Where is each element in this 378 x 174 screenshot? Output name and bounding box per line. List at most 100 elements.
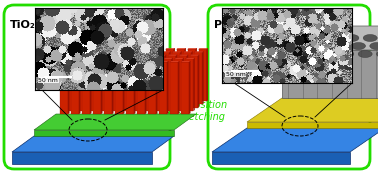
Polygon shape xyxy=(88,55,89,108)
FancyBboxPatch shape xyxy=(4,5,170,169)
Polygon shape xyxy=(60,62,68,114)
Polygon shape xyxy=(130,58,140,59)
Polygon shape xyxy=(135,56,143,108)
Polygon shape xyxy=(82,61,91,62)
Polygon shape xyxy=(126,62,134,114)
Polygon shape xyxy=(93,61,102,62)
Polygon shape xyxy=(128,52,136,104)
Ellipse shape xyxy=(315,42,329,49)
Polygon shape xyxy=(169,52,170,104)
Polygon shape xyxy=(113,55,122,56)
Polygon shape xyxy=(90,61,91,114)
Ellipse shape xyxy=(327,34,341,42)
Polygon shape xyxy=(137,62,145,114)
Polygon shape xyxy=(102,55,111,56)
Polygon shape xyxy=(171,58,173,111)
Polygon shape xyxy=(166,48,175,49)
Ellipse shape xyxy=(322,50,336,57)
Polygon shape xyxy=(134,61,135,114)
Polygon shape xyxy=(105,58,107,111)
Polygon shape xyxy=(135,55,144,56)
Polygon shape xyxy=(148,62,156,114)
Polygon shape xyxy=(194,52,202,104)
Polygon shape xyxy=(177,48,186,49)
Text: 50 nm: 50 nm xyxy=(226,72,245,77)
Polygon shape xyxy=(144,49,152,101)
Ellipse shape xyxy=(297,42,311,49)
Polygon shape xyxy=(75,59,84,111)
Ellipse shape xyxy=(376,50,378,57)
Polygon shape xyxy=(185,59,194,111)
Polygon shape xyxy=(177,49,184,101)
Polygon shape xyxy=(99,55,100,108)
Polygon shape xyxy=(136,52,138,104)
Polygon shape xyxy=(185,58,195,59)
Polygon shape xyxy=(172,52,180,104)
Polygon shape xyxy=(194,58,195,111)
Polygon shape xyxy=(85,48,87,101)
Polygon shape xyxy=(187,55,188,108)
Polygon shape xyxy=(170,62,178,114)
Polygon shape xyxy=(93,62,101,114)
Polygon shape xyxy=(176,55,177,108)
Polygon shape xyxy=(156,61,157,114)
Polygon shape xyxy=(84,58,85,111)
Ellipse shape xyxy=(358,50,372,57)
Ellipse shape xyxy=(333,42,347,49)
Polygon shape xyxy=(99,49,108,101)
Polygon shape xyxy=(112,61,113,114)
Polygon shape xyxy=(111,49,119,101)
Polygon shape xyxy=(117,52,125,104)
Polygon shape xyxy=(127,58,129,111)
Polygon shape xyxy=(124,55,133,56)
Polygon shape xyxy=(174,59,183,111)
Polygon shape xyxy=(12,136,174,152)
Polygon shape xyxy=(119,58,129,59)
Polygon shape xyxy=(122,48,131,49)
Polygon shape xyxy=(102,56,110,108)
Polygon shape xyxy=(147,52,149,104)
Polygon shape xyxy=(179,55,188,56)
Polygon shape xyxy=(12,152,152,164)
Polygon shape xyxy=(121,55,122,108)
Polygon shape xyxy=(114,52,116,104)
Polygon shape xyxy=(166,49,174,101)
Polygon shape xyxy=(80,55,89,56)
Text: TiO₂: TiO₂ xyxy=(10,20,36,30)
Text: Pt: Pt xyxy=(214,20,228,30)
Polygon shape xyxy=(73,52,81,104)
Polygon shape xyxy=(148,61,157,62)
Polygon shape xyxy=(95,52,103,104)
Polygon shape xyxy=(104,62,112,114)
Polygon shape xyxy=(132,55,133,108)
Polygon shape xyxy=(125,52,127,104)
Polygon shape xyxy=(110,55,111,108)
Polygon shape xyxy=(159,61,168,62)
Polygon shape xyxy=(163,59,171,111)
Polygon shape xyxy=(116,58,118,111)
Polygon shape xyxy=(64,58,74,59)
Polygon shape xyxy=(133,49,141,101)
Polygon shape xyxy=(88,49,97,101)
Polygon shape xyxy=(34,130,174,136)
Polygon shape xyxy=(71,61,80,62)
Polygon shape xyxy=(81,52,82,104)
Polygon shape xyxy=(144,48,153,49)
Polygon shape xyxy=(71,62,79,114)
Polygon shape xyxy=(97,48,98,101)
Polygon shape xyxy=(247,122,378,128)
Ellipse shape xyxy=(303,50,317,57)
Ellipse shape xyxy=(285,50,299,57)
Polygon shape xyxy=(178,61,179,114)
Polygon shape xyxy=(150,52,158,104)
Ellipse shape xyxy=(308,34,322,42)
Polygon shape xyxy=(282,50,378,98)
Polygon shape xyxy=(207,48,208,101)
Polygon shape xyxy=(155,48,164,49)
Polygon shape xyxy=(198,49,207,101)
Polygon shape xyxy=(79,61,80,114)
Polygon shape xyxy=(106,52,114,104)
Polygon shape xyxy=(94,58,96,111)
FancyBboxPatch shape xyxy=(208,5,370,169)
Polygon shape xyxy=(77,55,78,108)
